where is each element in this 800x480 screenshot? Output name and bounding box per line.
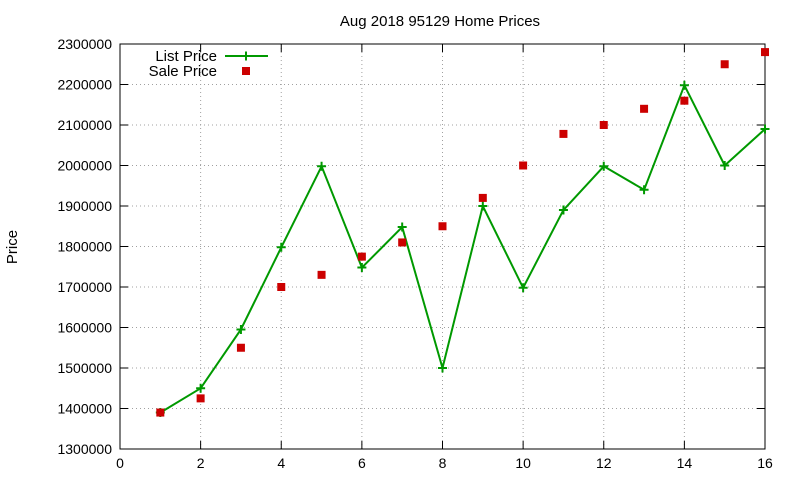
sale-price-point bbox=[236, 343, 245, 352]
axis-ticks: 1300000 1400000 1500000 1600000 1700000 18000… bbox=[57, 36, 773, 471]
legend-label-list-price: List Price bbox=[155, 48, 217, 65]
list-price-point bbox=[599, 161, 609, 171]
legend-marker-list-price bbox=[241, 51, 251, 61]
y-tick-label: 1800000 bbox=[57, 239, 112, 255]
y-tick-label: 1500000 bbox=[57, 360, 112, 376]
list-price-point bbox=[720, 161, 730, 170]
sale-price-point bbox=[599, 121, 608, 129]
y-tick-label: 1300000 bbox=[57, 441, 112, 457]
list-price-point bbox=[276, 242, 286, 252]
y-tick-label: 1700000 bbox=[57, 279, 112, 295]
series-area bbox=[155, 48, 770, 418]
plot-frame bbox=[119, 43, 766, 450]
list-price-point bbox=[196, 383, 206, 393]
x-tick-label: 4 bbox=[277, 455, 285, 471]
list-price-point bbox=[317, 161, 327, 171]
sale-price-point bbox=[398, 238, 407, 247]
sale-price-point bbox=[438, 222, 447, 231]
y-tick-label: 2000000 bbox=[57, 158, 112, 174]
y-tick-label: 2100000 bbox=[57, 117, 112, 133]
sale-price-point bbox=[519, 161, 528, 170]
sale-price-point bbox=[559, 129, 568, 138]
sale-price-point bbox=[761, 48, 769, 57]
list-price-point bbox=[236, 325, 246, 335]
x-tick-label: 12 bbox=[596, 455, 612, 471]
y-tick-label: 2300000 bbox=[57, 36, 112, 52]
list-price-point bbox=[357, 263, 367, 273]
sale-price-point bbox=[357, 252, 366, 261]
legend-marker-sale-price bbox=[242, 67, 250, 75]
grid bbox=[120, 44, 765, 449]
sale-price-point bbox=[317, 270, 326, 279]
chart-title: Aug 2018 95129 Home Prices bbox=[340, 13, 540, 30]
x-tick-label: 0 bbox=[116, 455, 124, 471]
list-price-point bbox=[518, 283, 528, 293]
list-price-point bbox=[760, 124, 770, 134]
y-tick-label: 2200000 bbox=[57, 77, 112, 93]
y-tick-label: 1400000 bbox=[57, 401, 112, 417]
sale-price-point bbox=[277, 283, 286, 291]
list-price-line bbox=[159, 82, 766, 414]
list-price-point bbox=[679, 80, 689, 90]
legend: List Price Sale Price bbox=[149, 48, 268, 80]
sale-price-point bbox=[720, 60, 729, 69]
sale-price-point bbox=[156, 408, 165, 417]
x-tick-label: 16 bbox=[757, 455, 773, 471]
list-price-point bbox=[558, 205, 568, 215]
x-tick-label: 2 bbox=[197, 455, 205, 471]
y-tick-label: 1900000 bbox=[57, 198, 112, 214]
legend-label-sale-price: Sale Price bbox=[149, 63, 217, 80]
list-price-point bbox=[438, 363, 447, 373]
sale-price-point bbox=[640, 104, 649, 113]
y-tick-label: 1600000 bbox=[57, 320, 112, 336]
y-axis-label: Price bbox=[4, 230, 21, 264]
sale-price-point bbox=[680, 96, 689, 105]
x-tick-label: 14 bbox=[677, 455, 693, 471]
x-tick-label: 8 bbox=[439, 455, 447, 471]
x-tick-label: 6 bbox=[358, 455, 366, 471]
sale-price-point bbox=[478, 193, 487, 202]
sale-price-point bbox=[196, 394, 205, 403]
list-price-point bbox=[397, 222, 407, 232]
x-tick-label: 10 bbox=[515, 455, 531, 471]
list-price-point bbox=[478, 201, 488, 211]
list-price-point bbox=[639, 185, 649, 195]
